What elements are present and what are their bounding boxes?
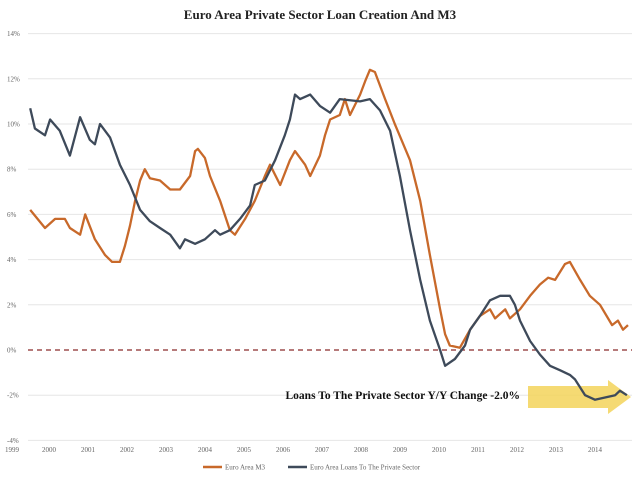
x-tick-label: 2002: [120, 446, 135, 454]
x-tick-label: 2013: [549, 446, 564, 454]
x-axis-ticks: 1999 2000 2001 2002 2003 2004 2005 2006 2007 2008…: [5, 446, 603, 454]
y-tick-label: 10%: [7, 121, 20, 129]
legend-label-loans: Euro Area Loans To The Private Sector: [310, 464, 421, 472]
x-tick-label: 2007: [315, 446, 330, 454]
x-tick-label: 2011: [471, 446, 485, 454]
series-lines: [29, 68, 629, 401]
x-tick-label: 2010: [432, 446, 447, 454]
x-tick-label: 2009: [393, 446, 408, 454]
chart-title: Euro Area Private Sector Loan Creation A…: [184, 7, 457, 22]
legend-label-m3: Euro Area M3: [225, 464, 266, 472]
x-tick-label: 2003: [159, 446, 174, 454]
y-tick-label: -4%: [7, 437, 19, 445]
annotation-arrow: [528, 380, 631, 414]
legend: Euro Area M3 Euro Area Loans To The Priv…: [203, 464, 421, 472]
x-tick-label: 2005: [237, 446, 252, 454]
y-tick-label: 2%: [7, 301, 17, 309]
x-tick-label: 2006: [276, 446, 291, 454]
y-tick-label: 4%: [7, 256, 17, 264]
y-tick-label: 14%: [7, 30, 20, 38]
x-tick-label: 2014: [588, 446, 603, 454]
x-tick-label: 2012: [510, 446, 525, 454]
grid: [28, 33, 632, 441]
x-tick-label: 2004: [198, 446, 213, 454]
series-line-loans: [29, 93, 628, 401]
x-tick-label: 1999: [5, 446, 20, 454]
y-tick-label: 12%: [7, 75, 20, 83]
annotation-text: Loans To The Private Sector Y/Y Change -…: [286, 390, 520, 402]
y-tick-label: 6%: [7, 211, 17, 219]
series-line-m3: [29, 68, 629, 349]
y-tick-label: 8%: [7, 166, 17, 174]
x-tick-label: 2001: [81, 446, 96, 454]
y-tick-label: 0%: [7, 347, 17, 355]
y-axis-ticks: -4% -2% 0% 2% 4% 6% 8% 10% 12% 14%: [7, 30, 20, 445]
x-tick-label: 2000: [42, 446, 57, 454]
x-tick-label: 2008: [354, 446, 369, 454]
y-tick-label: -2%: [7, 392, 19, 400]
